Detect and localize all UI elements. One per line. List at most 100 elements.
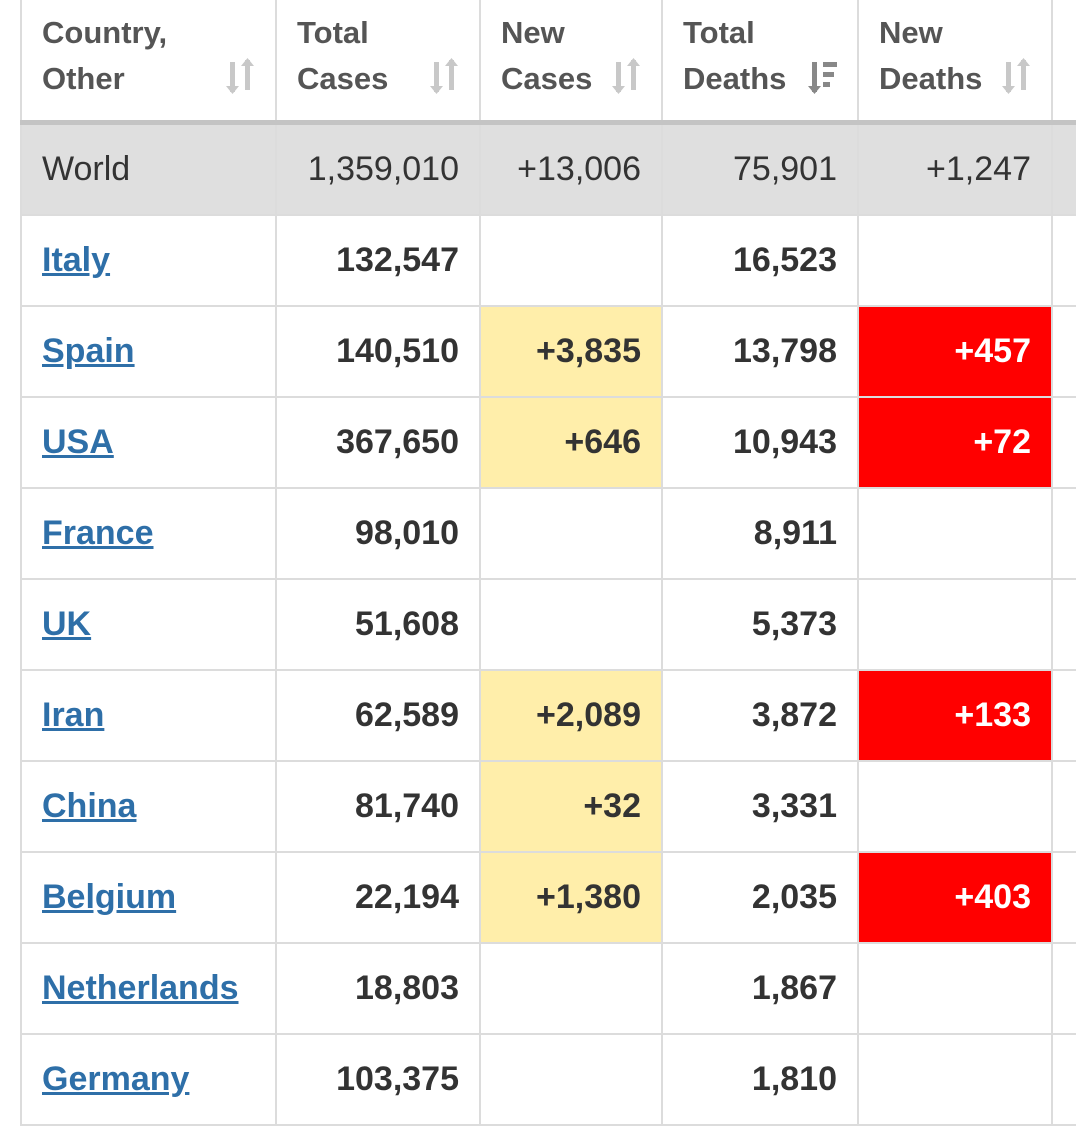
header-new-deaths-label: New Deaths	[879, 15, 983, 96]
country-link[interactable]: Belgium	[42, 878, 177, 916]
country-cell: Netherlands	[20, 943, 277, 1035]
country-cell: USA	[20, 397, 277, 489]
new-deaths-cell: +457	[858, 306, 1053, 398]
partial-cell	[1052, 579, 1076, 671]
total-deaths-cell: 10,943	[662, 397, 859, 489]
table-row: Netherlands 18,803 1,867	[20, 943, 1076, 1035]
sort-descending-icon[interactable]	[807, 56, 839, 96]
table-row: Belgium 22,194 +1,380 2,035 +403	[20, 852, 1076, 944]
header-total-deaths-label: Total Deaths	[683, 15, 787, 96]
partial-cell	[1052, 670, 1076, 762]
total-cases-cell: 81,740	[276, 761, 481, 853]
total-deaths-cell: 16,523	[662, 215, 859, 307]
country-cell: Iran	[20, 670, 277, 762]
header-partial-column[interactable]	[1052, 0, 1076, 125]
country-link[interactable]: France	[42, 514, 154, 552]
table-row: UK 51,608 5,373	[20, 579, 1076, 671]
new-deaths-cell	[858, 579, 1053, 671]
partial-cell	[1052, 761, 1076, 853]
country-cell: Belgium	[20, 852, 277, 944]
new-cases-cell	[480, 1034, 663, 1126]
country-cell: Italy	[20, 215, 277, 307]
new-cases-cell: +1,380	[480, 852, 663, 944]
country-cell: China	[20, 761, 277, 853]
country-link[interactable]: UK	[42, 605, 92, 643]
new-cases-cell	[480, 943, 663, 1035]
country-link[interactable]: Italy	[42, 241, 111, 279]
partial-cell	[1052, 306, 1076, 398]
table-row: China 81,740 +32 3,331	[20, 761, 1076, 853]
country-link[interactable]: USA	[42, 423, 114, 461]
partial-cell	[1052, 1034, 1076, 1126]
total-cases-cell: 51,608	[276, 579, 481, 671]
new-cases-cell: +3,835	[480, 306, 663, 398]
header-country-label: Country, Other	[42, 15, 168, 96]
total-cases-cell: 140,510	[276, 306, 481, 398]
new-deaths-cell	[858, 943, 1053, 1035]
country-link[interactable]: Germany	[42, 1060, 190, 1098]
country-link[interactable]: Spain	[42, 332, 135, 370]
total-cases-cell: 18,803	[276, 943, 481, 1035]
partial-cell	[1052, 215, 1076, 307]
total-deaths-cell: 1,810	[662, 1034, 859, 1126]
total-cases-cell: 103,375	[276, 1034, 481, 1126]
header-new-cases[interactable]: New Cases	[480, 0, 663, 125]
world-total-deaths: 75,901	[662, 122, 859, 216]
new-deaths-cell	[858, 215, 1053, 307]
header-total-cases[interactable]: Total Cases	[276, 0, 481, 125]
header-country[interactable]: Country, Other	[20, 0, 277, 125]
country-link[interactable]: China	[42, 787, 137, 825]
sort-neutral-icon[interactable]	[225, 56, 257, 96]
new-cases-cell	[480, 215, 663, 307]
world-total-cases: 1,359,010	[276, 122, 481, 216]
header-row: Country, Other Total Cases	[20, 0, 1076, 125]
header-total-deaths[interactable]: Total Deaths	[662, 0, 859, 125]
cases-table: Country, Other Total Cases	[20, 0, 1076, 1126]
table-row: France 98,010 8,911	[20, 488, 1076, 580]
total-cases-cell: 98,010	[276, 488, 481, 580]
partial-cell	[1052, 488, 1076, 580]
total-deaths-cell: 1,867	[662, 943, 859, 1035]
new-cases-cell: +32	[480, 761, 663, 853]
total-deaths-cell: 3,331	[662, 761, 859, 853]
country-link[interactable]: Netherlands	[42, 969, 239, 1007]
total-cases-cell: 132,547	[276, 215, 481, 307]
partial-cell	[1052, 943, 1076, 1035]
new-deaths-cell	[858, 761, 1053, 853]
new-deaths-cell: +403	[858, 852, 1053, 944]
world-row: World 1,359,010 +13,006 75,901 +1,247	[20, 122, 1076, 216]
total-deaths-cell: 8,911	[662, 488, 859, 580]
world-new-cases: +13,006	[480, 122, 663, 216]
total-cases-cell: 367,650	[276, 397, 481, 489]
table-row: Germany 103,375 1,810	[20, 1034, 1076, 1126]
table-row: Spain 140,510 +3,835 13,798 +457	[20, 306, 1076, 398]
new-deaths-cell	[858, 488, 1053, 580]
new-cases-cell: +646	[480, 397, 663, 489]
country-link[interactable]: Iran	[42, 696, 105, 734]
total-deaths-cell: 5,373	[662, 579, 859, 671]
new-deaths-cell: +72	[858, 397, 1053, 489]
sort-neutral-icon[interactable]	[429, 56, 461, 96]
header-total-cases-label: Total Cases	[297, 15, 389, 96]
world-name: World	[20, 122, 277, 216]
country-cell: Germany	[20, 1034, 277, 1126]
sort-neutral-icon[interactable]	[611, 56, 643, 96]
table-row: Italy 132,547 16,523	[20, 215, 1076, 307]
total-cases-cell: 62,589	[276, 670, 481, 762]
header-new-cases-label: New Cases	[501, 15, 593, 96]
total-cases-cell: 22,194	[276, 852, 481, 944]
table-row: Iran 62,589 +2,089 3,872 +133	[20, 670, 1076, 762]
total-deaths-cell: 13,798	[662, 306, 859, 398]
new-deaths-cell: +133	[858, 670, 1053, 762]
header-new-deaths[interactable]: New Deaths	[858, 0, 1053, 125]
new-cases-cell: +2,089	[480, 670, 663, 762]
sort-neutral-icon[interactable]	[1001, 56, 1033, 96]
partial-cell	[1052, 397, 1076, 489]
total-deaths-cell: 2,035	[662, 852, 859, 944]
world-partial-cell	[1052, 122, 1076, 216]
country-cell: France	[20, 488, 277, 580]
table-row: USA 367,650 +646 10,943 +72	[20, 397, 1076, 489]
country-cell: UK	[20, 579, 277, 671]
new-deaths-cell	[858, 1034, 1053, 1126]
